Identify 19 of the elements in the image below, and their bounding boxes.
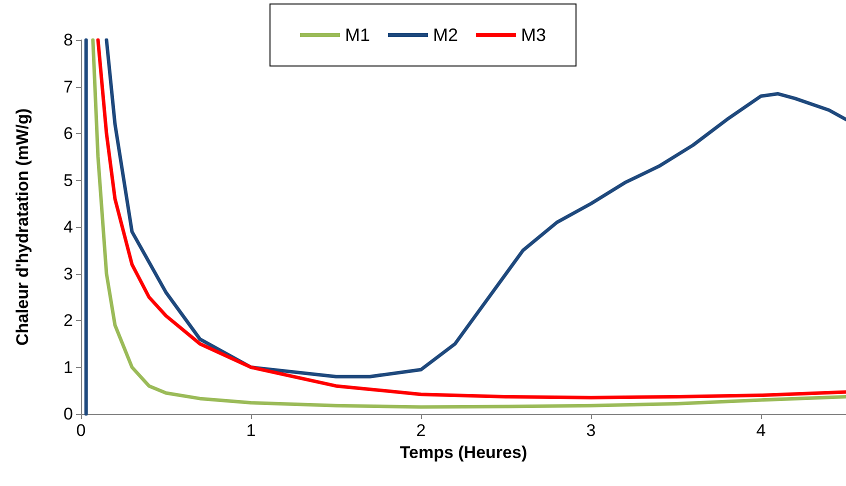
y-tick-label: 1 bbox=[64, 358, 73, 377]
y-axis-title: Chaleur d'hydratation (mW/g) bbox=[13, 108, 32, 346]
x-axis-title: Temps (Heures) bbox=[400, 442, 528, 462]
y-tick-label: 6 bbox=[64, 124, 73, 143]
x-tick-label: 2 bbox=[416, 421, 426, 440]
x-tick-label: 4 bbox=[756, 421, 766, 440]
y-tick-label: 8 bbox=[64, 30, 73, 50]
x-tick-label: 1 bbox=[246, 421, 256, 440]
y-tick-label: 5 bbox=[64, 170, 73, 190]
y-tick-label: 4 bbox=[64, 218, 73, 236]
y-tick-label: 7 bbox=[64, 77, 73, 96]
y-tick-label: 3 bbox=[64, 264, 73, 284]
y-tick-label: 0 bbox=[64, 404, 73, 424]
x-tick-label: 3 bbox=[586, 421, 596, 440]
legend-label: M3 bbox=[521, 25, 546, 45]
legend-label: M1 bbox=[344, 25, 370, 45]
x-tick-label: 0 bbox=[76, 421, 86, 440]
y-tick-label: 2 bbox=[64, 311, 73, 330]
legend-label: M2 bbox=[433, 25, 458, 45]
